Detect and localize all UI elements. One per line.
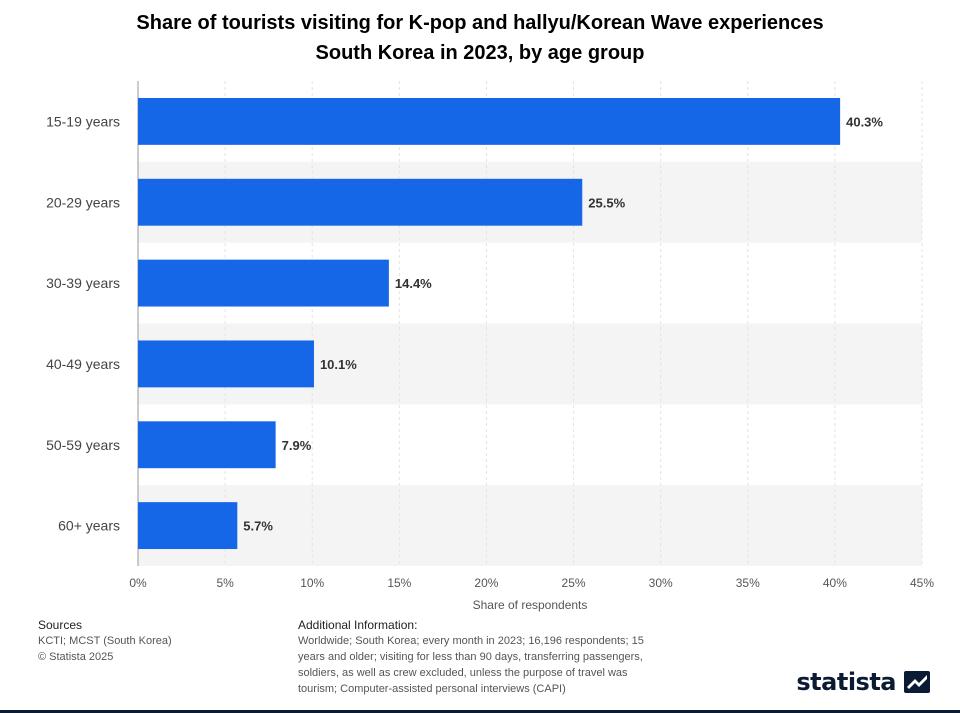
additional-info-line-4: tourism; Computer-assisted personal inte… (298, 683, 566, 695)
bar (138, 340, 314, 388)
chart-title-block: Share of tourists visiting for K-pop and… (0, 8, 960, 68)
statista-brand[interactable]: statista (796, 668, 930, 696)
bar (138, 97, 841, 145)
bar (138, 259, 389, 307)
x-tick-label: 30% (649, 576, 673, 590)
category-label: 20-29 years (46, 194, 120, 210)
value-label: 40.3% (846, 114, 883, 129)
sources-block: Sources KCTI; MCST (South Korea) © Stati… (38, 617, 278, 665)
category-label: 40-49 years (46, 356, 120, 372)
category-label: 30-39 years (46, 275, 120, 291)
category-label: 15-19 years (46, 113, 120, 129)
x-axis-title: Share of respondents (473, 598, 588, 612)
x-tick-label: 35% (736, 576, 760, 590)
value-label: 10.1% (320, 357, 357, 372)
chart-title: Share of tourists visiting for K-pop and… (136, 12, 824, 34)
value-label: 7.9% (282, 438, 312, 453)
additional-info-line-2: years and older; visiting for less than … (298, 651, 643, 663)
additional-info-block: Additional Information: Worldwide; South… (298, 617, 676, 697)
additional-info-line-1: Worldwide; South Korea; every month in 2… (298, 635, 644, 647)
x-tick-label: 25% (562, 576, 586, 590)
x-tick-label: 15% (387, 576, 411, 590)
value-label: 14.4% (395, 276, 432, 291)
bottom-accent-bar (0, 710, 960, 713)
bar-chart: 0% 5% 10% 15% 20% 25% 30% 35% 40% 45% 15-19 years 4… (46, 81, 934, 612)
bar (138, 178, 583, 226)
x-tick-label: 5% (216, 576, 234, 590)
x-tick-label: 0% (129, 576, 147, 590)
x-tick-label: 10% (300, 576, 324, 590)
sources-heading: Sources (38, 618, 83, 632)
category-label: 50-59 years (46, 437, 120, 453)
additional-info-heading: Additional Information: (298, 618, 418, 632)
x-tick-label: 20% (474, 576, 498, 590)
bar (138, 502, 238, 550)
value-label: 5.7% (243, 519, 273, 534)
value-label: 25.5% (588, 195, 625, 210)
sources-line-1: KCTI; MCST (South Korea) (38, 635, 172, 647)
additional-info-line-3: soldiers, as well as crew excluded, unle… (298, 667, 628, 679)
category-label: 60+ years (58, 518, 120, 534)
sources-line-2: © Statista 2025 (38, 651, 114, 663)
statista-logo-icon (904, 671, 930, 693)
x-tick-label: 45% (910, 576, 934, 590)
bar (138, 421, 276, 469)
chart-subtitle: South Korea in 2023, by age group (315, 42, 645, 64)
statista-wordmark: statista (796, 668, 896, 696)
row-band (138, 485, 922, 566)
x-tick-label: 40% (823, 576, 847, 590)
